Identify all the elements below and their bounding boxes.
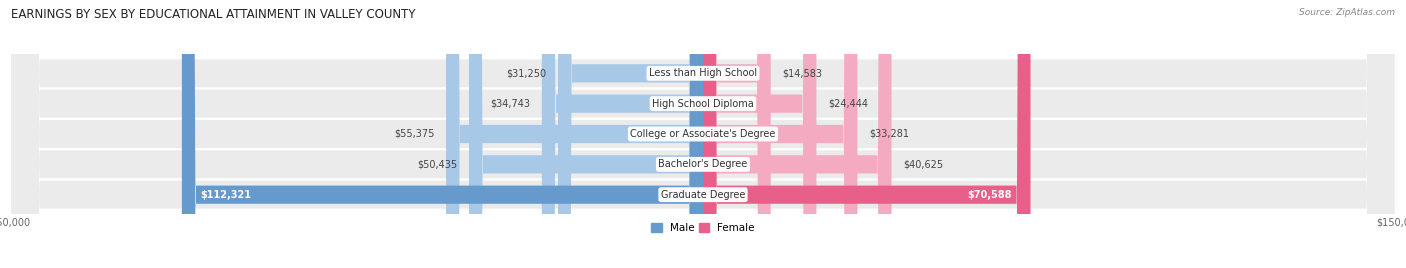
Text: $112,321: $112,321 bbox=[201, 190, 252, 200]
Text: High School Diploma: High School Diploma bbox=[652, 99, 754, 109]
Text: $70,588: $70,588 bbox=[967, 190, 1012, 200]
Text: $50,435: $50,435 bbox=[418, 159, 457, 169]
FancyBboxPatch shape bbox=[11, 0, 1395, 268]
Text: $33,281: $33,281 bbox=[869, 129, 910, 139]
Legend: Male, Female: Male, Female bbox=[651, 223, 755, 233]
Text: $14,583: $14,583 bbox=[782, 68, 823, 78]
Text: Bachelor's Degree: Bachelor's Degree bbox=[658, 159, 748, 169]
Text: $31,250: $31,250 bbox=[506, 68, 547, 78]
Text: Source: ZipAtlas.com: Source: ZipAtlas.com bbox=[1299, 8, 1395, 17]
Text: Graduate Degree: Graduate Degree bbox=[661, 190, 745, 200]
Text: EARNINGS BY SEX BY EDUCATIONAL ATTAINMENT IN VALLEY COUNTY: EARNINGS BY SEX BY EDUCATIONAL ATTAINMEN… bbox=[11, 8, 416, 21]
Text: College or Associate's Degree: College or Associate's Degree bbox=[630, 129, 776, 139]
FancyBboxPatch shape bbox=[470, 0, 703, 268]
FancyBboxPatch shape bbox=[11, 0, 1395, 268]
FancyBboxPatch shape bbox=[703, 0, 1031, 268]
FancyBboxPatch shape bbox=[446, 0, 703, 268]
Text: $34,743: $34,743 bbox=[491, 99, 530, 109]
Text: Less than High School: Less than High School bbox=[650, 68, 756, 78]
FancyBboxPatch shape bbox=[11, 0, 1395, 268]
FancyBboxPatch shape bbox=[541, 0, 703, 268]
FancyBboxPatch shape bbox=[703, 0, 770, 268]
FancyBboxPatch shape bbox=[703, 0, 858, 268]
FancyBboxPatch shape bbox=[558, 0, 703, 268]
FancyBboxPatch shape bbox=[181, 0, 703, 268]
Text: $55,375: $55,375 bbox=[394, 129, 434, 139]
Text: $40,625: $40,625 bbox=[903, 159, 943, 169]
FancyBboxPatch shape bbox=[11, 0, 1395, 268]
FancyBboxPatch shape bbox=[703, 0, 891, 268]
FancyBboxPatch shape bbox=[703, 0, 817, 268]
FancyBboxPatch shape bbox=[11, 0, 1395, 268]
Text: $24,444: $24,444 bbox=[828, 99, 868, 109]
